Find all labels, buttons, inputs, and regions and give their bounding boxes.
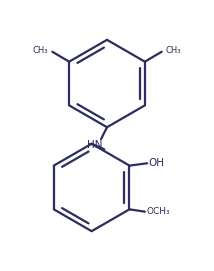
Text: HN: HN [88, 140, 103, 150]
Text: CH₃: CH₃ [166, 46, 181, 55]
Text: CH₃: CH₃ [33, 46, 48, 55]
Text: OH: OH [148, 158, 164, 168]
Text: OCH₃: OCH₃ [146, 207, 170, 216]
